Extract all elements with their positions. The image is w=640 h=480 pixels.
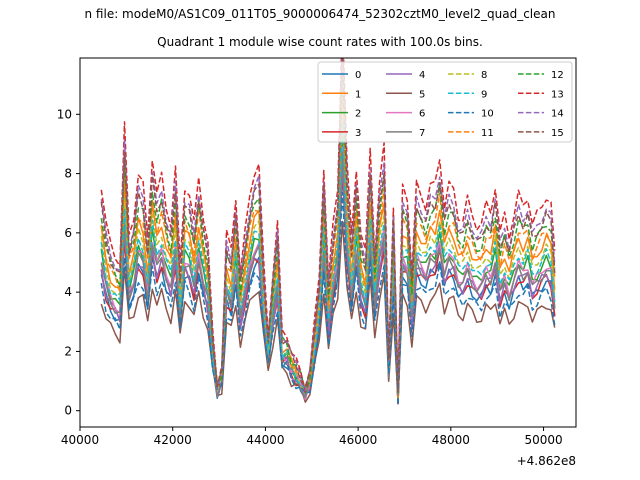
legend-label: 7 [419,128,425,139]
legend-entry: 7 [386,128,425,139]
series-line-15 [100,58,556,393]
legend-label: 3 [355,128,361,139]
x-tick-label: 40000 [61,433,99,447]
y-tick-label: 6 [64,226,72,240]
legend-label: 4 [419,70,425,81]
legend-box [317,61,573,143]
legend-label: 10 [481,109,494,120]
x-tick-label: 44000 [246,433,284,447]
axes-frame [79,57,577,428]
chart-title: n file: modeM0/AS1C09_011T05_9000006474_… [84,7,556,21]
x-tick-label: 46000 [339,433,377,447]
chart-subtitle: Quadrant 1 module wise count rates with … [157,35,483,49]
legend-label: 6 [419,109,425,120]
legend-entry: 1 [322,89,361,100]
legend-entry: 13 [518,89,564,100]
y-tick-label: 2 [64,344,72,358]
legend-entry: 11 [448,128,494,139]
legend-entry: 3 [322,128,361,139]
legend-label: 1 [355,89,361,100]
legend-label: 15 [551,128,564,139]
series-layer [100,58,556,406]
series-line-7 [100,151,556,399]
x-axis: 40000 42000 44000 46000 48000 50000 [61,427,563,447]
legend-label: 12 [551,70,564,81]
legend-entry: 2 [322,109,361,120]
y-tick-label: 10 [57,107,72,121]
legend-entry: 5 [386,89,425,100]
y-tick-label: 0 [64,404,72,418]
legend-entry: 4 [386,70,425,81]
legend-label: 9 [481,89,487,100]
legend-label: 8 [481,70,487,81]
x-offset-label: +4.862e8 [517,454,576,468]
y-axis: 0 2 4 6 8 10 [57,107,80,418]
legend-label: 5 [419,89,425,100]
series-line-9 [100,121,556,401]
legend-entry: 0 [322,70,361,81]
legend-entry: 8 [448,70,487,81]
legend-entry: 10 [448,109,494,120]
legend-label: 11 [481,128,494,139]
y-tick-label: 8 [64,167,72,181]
x-tick-label: 50000 [524,433,562,447]
legend-entry: 6 [386,109,425,120]
legend-entry: 14 [518,109,564,120]
x-tick-label: 42000 [154,433,192,447]
series-line-8 [100,108,556,396]
series-line-10 [100,191,556,406]
legend-label: 2 [355,109,361,120]
series-line-12 [100,71,556,394]
legend-label: 0 [355,70,361,81]
legend-label: 13 [551,89,564,100]
x-tick-label: 48000 [432,433,470,447]
legend-entry: 12 [518,70,564,81]
legend-label: 14 [551,109,564,120]
series-line-14 [100,58,556,392]
legend-entry: 15 [518,128,564,139]
legend-entry: 9 [448,89,487,100]
y-tick-label: 4 [64,285,72,299]
